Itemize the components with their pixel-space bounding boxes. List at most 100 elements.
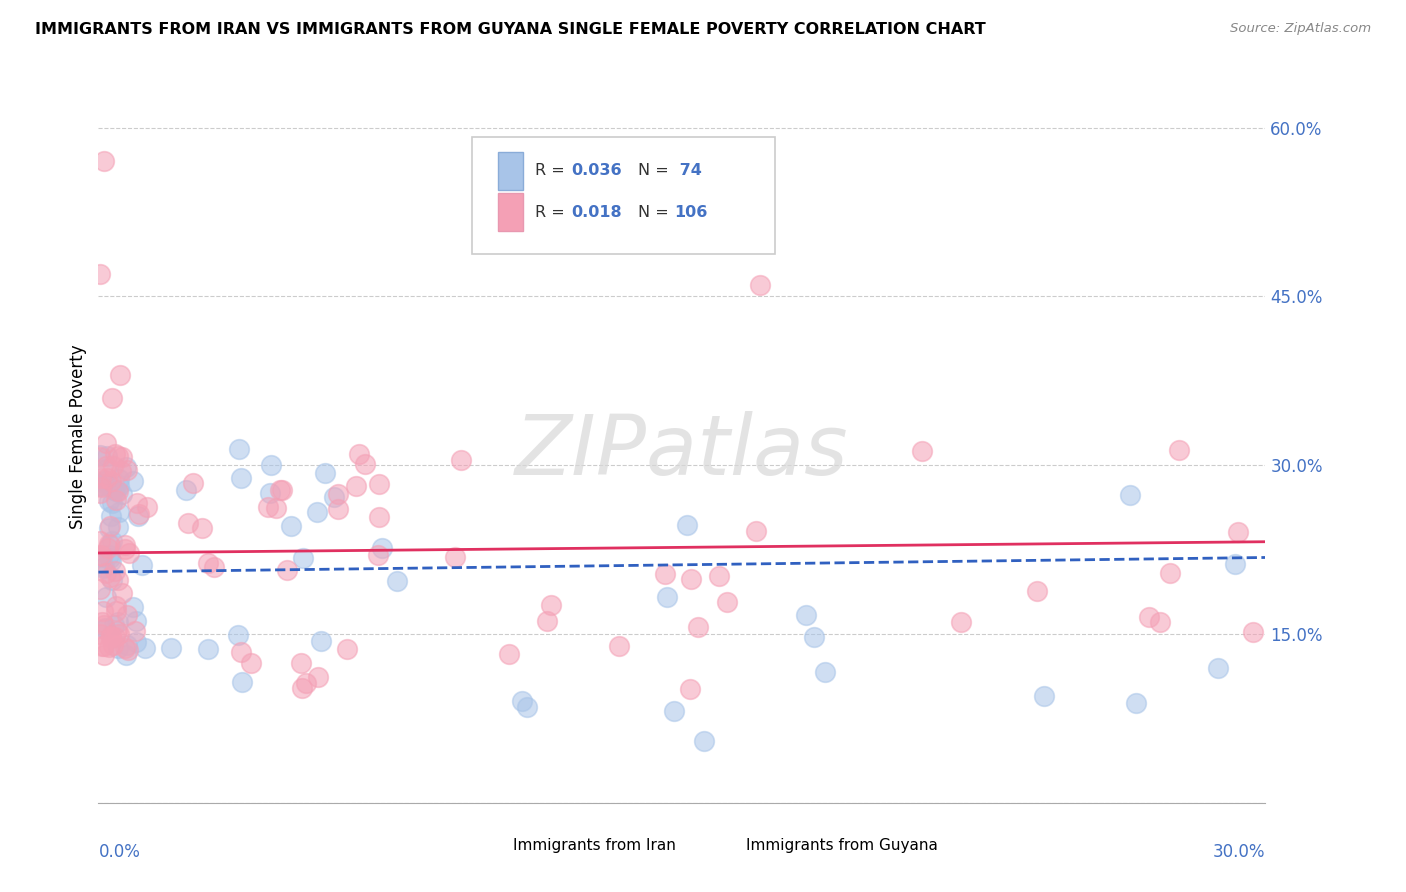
Point: [259, 486, 281, 500]
Point: [97, 640, 120, 655]
Point: [323, 490, 346, 504]
Point: [240, 657, 263, 671]
Point: [108, 505, 131, 519]
Point: [347, 447, 370, 461]
Point: [89, 479, 111, 493]
Point: [124, 624, 146, 639]
Point: [98, 548, 121, 562]
Point: [104, 564, 127, 578]
Point: [498, 647, 520, 661]
Point: [89, 450, 111, 464]
Point: [108, 627, 131, 641]
Point: [1025, 584, 1047, 599]
Point: [125, 634, 148, 648]
Point: [1149, 615, 1171, 630]
Point: [443, 549, 465, 564]
Point: [100, 554, 122, 568]
Point: [256, 500, 278, 514]
Point: [385, 574, 408, 588]
Point: [654, 566, 676, 581]
Point: [96, 541, 118, 555]
Text: R =: R =: [534, 163, 569, 178]
Point: [276, 563, 298, 577]
Point: [269, 483, 291, 498]
FancyBboxPatch shape: [484, 835, 505, 855]
Point: [103, 618, 125, 632]
Point: [89, 582, 111, 596]
Point: [510, 694, 533, 708]
Point: [676, 517, 699, 532]
Point: [181, 475, 204, 490]
Point: [89, 548, 111, 562]
Point: [91, 640, 114, 654]
Point: [681, 572, 703, 586]
Point: [707, 569, 730, 583]
Text: 0.018: 0.018: [571, 205, 621, 220]
Point: [90, 480, 112, 494]
Point: [814, 665, 837, 680]
Point: [314, 467, 336, 481]
Point: [1227, 525, 1250, 540]
Point: [108, 368, 131, 383]
Text: 0.0%: 0.0%: [98, 843, 141, 861]
Point: [118, 546, 141, 560]
Point: [107, 615, 129, 630]
FancyBboxPatch shape: [498, 193, 523, 231]
Point: [128, 508, 150, 522]
Point: [93, 154, 115, 169]
Point: [354, 457, 377, 471]
FancyBboxPatch shape: [498, 152, 523, 190]
Point: [115, 459, 138, 474]
Point: [89, 627, 111, 641]
Point: [450, 453, 472, 467]
Point: [96, 471, 118, 485]
Point: [655, 591, 678, 605]
Point: [105, 483, 128, 498]
Point: [295, 676, 318, 690]
Point: [100, 630, 122, 644]
Point: [96, 591, 118, 605]
Point: [98, 493, 121, 508]
Point: [1033, 689, 1056, 703]
Point: [1168, 443, 1191, 458]
Point: [121, 600, 143, 615]
Point: [117, 607, 139, 622]
Point: [94, 621, 117, 635]
Point: [803, 630, 825, 644]
Point: [90, 471, 112, 485]
Point: [111, 450, 134, 465]
Point: [326, 487, 349, 501]
Text: R =: R =: [534, 205, 569, 220]
Point: [115, 463, 138, 477]
Text: Immigrants from Guyana: Immigrants from Guyana: [747, 838, 938, 853]
Point: [290, 656, 312, 670]
Point: [1225, 558, 1247, 572]
Point: [114, 537, 136, 551]
Text: Immigrants from Iran: Immigrants from Iran: [513, 838, 675, 853]
Point: [159, 641, 181, 656]
Point: [231, 675, 253, 690]
Point: [134, 641, 156, 656]
Point: [686, 620, 709, 634]
Point: [367, 548, 389, 562]
Point: [367, 510, 389, 524]
Point: [105, 599, 128, 613]
Point: [270, 483, 292, 498]
Point: [103, 483, 125, 497]
Point: [191, 520, 214, 534]
Point: [1159, 566, 1181, 581]
FancyBboxPatch shape: [472, 137, 775, 254]
Point: [101, 458, 124, 473]
Point: [107, 479, 129, 493]
Point: [229, 471, 252, 485]
Point: [93, 475, 115, 490]
Point: [228, 442, 250, 456]
Point: [93, 617, 115, 632]
Point: [98, 521, 121, 535]
Point: [131, 558, 153, 572]
Point: [94, 566, 117, 581]
Point: [371, 541, 394, 555]
Point: [114, 541, 136, 556]
Point: [98, 569, 121, 583]
Point: [89, 448, 111, 462]
